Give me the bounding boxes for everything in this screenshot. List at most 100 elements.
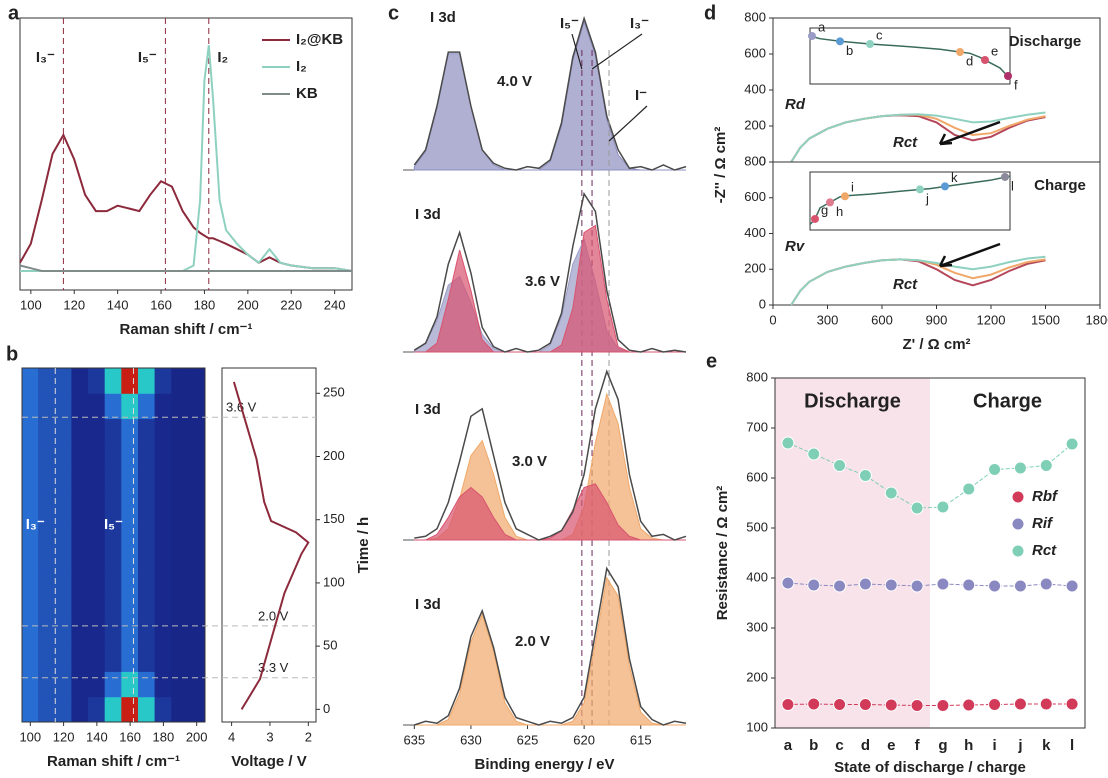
marker [1013,461,1027,475]
peak-label: I₅⁻ [560,15,579,32]
panel-label: a [8,2,20,24]
y-tick-label: 200 [746,669,768,684]
heat-cell [38,696,56,723]
heat-cell [137,443,156,470]
x-tick-label: 635 [403,732,425,747]
heat-cell [71,367,90,394]
inset-point [1004,72,1012,80]
heat-cell [88,620,106,647]
y-tick-label: 150 [323,511,345,526]
region [775,378,930,728]
legend-label: I₂ [296,58,307,75]
heat-cell [38,443,56,470]
heat-cell [38,468,56,495]
x-axis-label: Raman shift / cm⁻¹ [47,753,180,770]
marker [910,579,924,593]
inset-point-label: c [876,27,883,42]
marker [1013,697,1027,711]
inset-point [981,56,989,64]
heat-cell [137,519,156,546]
x-tick-label: b [809,737,818,754]
inset-point [1001,172,1009,181]
heat-cell [154,569,173,597]
heat-cell [38,418,56,445]
heat-cell [154,392,173,420]
heat-cell [104,569,123,597]
legend-marker [1011,544,1025,558]
heat-cell [54,367,73,394]
y-tick-label: 400 [744,225,766,240]
region-label: Charge [973,390,1042,412]
spectrum [413,15,687,171]
heat-cell [71,544,90,571]
x-tick-label: 600 [871,312,893,327]
heat-cell [104,620,123,647]
inset-frame [809,27,1011,85]
heat-cell [38,544,56,571]
y-tick-label: 400 [746,569,768,584]
heat-cell [38,392,56,420]
x-tick-label: j [1017,737,1022,754]
heat-cell [187,569,206,597]
inset-point-label: i [851,180,854,195]
heat-cell [121,367,139,394]
peak-pointer [571,33,583,70]
heat-cell [137,544,156,571]
x-tick-label: h [964,737,973,754]
x-tick-label: 100 [20,297,42,312]
x-tick-label: g [938,737,947,754]
heat-cell [88,443,106,470]
marker [988,698,1002,711]
heat-cell [54,645,73,672]
heat-cell [54,544,73,571]
heat-cell [187,645,206,672]
x-axis-label: Voltage / V [231,753,307,770]
x-tick-label: 2 [305,729,312,744]
annotation: Rct [893,134,918,151]
heat-cell [88,645,106,672]
legend-label: I₂@KB [296,31,343,48]
heat-cell [171,493,189,521]
heat-cell [71,519,90,546]
heat-cell [104,468,123,495]
x-axis-label: Raman shift / cm⁻¹ [120,321,253,338]
x-tick-label: 220 [280,297,302,312]
x-tick-label: e [887,737,895,754]
heat-cell [54,595,73,622]
heat-cell [154,468,173,495]
voltage-label: 2.0 V [515,633,550,650]
marker [936,500,950,514]
voltage-label: 3.0 V [512,453,547,470]
marker [858,577,872,591]
heat-cell [137,367,156,394]
inset-point-label: g [821,202,828,217]
level-label: 2.0 V [258,608,289,623]
heat-cell [71,443,90,470]
heat-cell [121,569,139,597]
heat-cell [38,595,56,622]
spectrum [413,191,687,353]
series-line [19,132,353,272]
heat-cell [104,392,123,420]
panel-label: d [704,2,716,24]
heat-cell [171,620,189,647]
x-tick-label: 3 [266,729,273,744]
heat-cell [54,670,73,698]
inset-point-label: l [1011,178,1014,193]
y-tick-label: 400 [744,81,766,96]
heat-cell [88,367,106,394]
inset-point [826,198,834,207]
heat-cell [121,519,139,546]
peak-label: I₃⁻ [36,49,55,66]
heat-cell [104,493,123,521]
heat-cell [21,418,40,445]
heat-cell [21,468,40,495]
y-tick-label: 600 [744,189,766,204]
peak-pointer [608,105,648,142]
y-tick-label: 200 [323,448,345,463]
heat-cell [137,645,156,672]
heat-cell [187,468,206,495]
marker [962,578,976,592]
y-tick-label: 0 [323,701,330,716]
spectrum [414,369,687,541]
